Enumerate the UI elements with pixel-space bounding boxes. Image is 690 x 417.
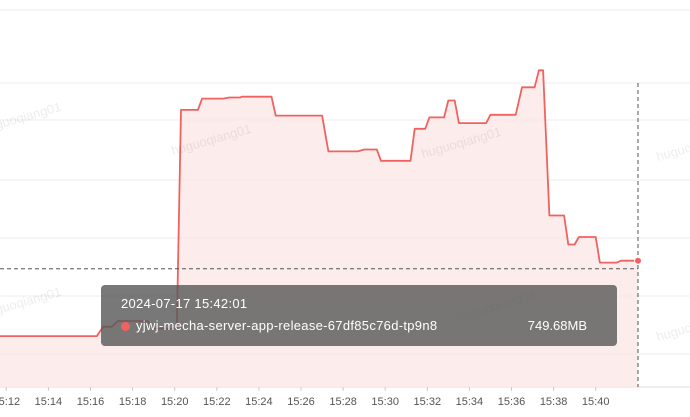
x-tick-label: 15:28 [329, 396, 357, 408]
x-tick-label: 15:12 [0, 396, 20, 408]
x-tick-label: 15:36 [498, 396, 526, 408]
x-tick-label: 15:24 [245, 396, 273, 408]
tooltip-series-name: yjwj-mecha-server-app-release-67df85c76d… [136, 318, 438, 333]
x-tick-label: 15:18 [119, 396, 147, 408]
x-axis: 15:12 15:14 15:16 15:18 15:20 15:22 15:24 15:26… [0, 387, 609, 408]
x-tick-label: 15:30 [371, 396, 399, 408]
x-tick-label: 15:34 [456, 396, 484, 408]
chart-crosshair [0, 83, 642, 387]
hovered-data-point [634, 256, 642, 265]
x-tick-label: 15:22 [203, 396, 231, 408]
series-color-dot-icon [121, 321, 130, 331]
x-tick-label: 15:26 [287, 396, 315, 408]
series-line [0, 69, 638, 337]
tooltip-series-row: yjwj-mecha-server-app-release-67df85c76d… [121, 317, 597, 335]
x-tick-label: 15:32 [414, 396, 442, 408]
x-tick-label: 15:40 [582, 396, 610, 408]
tooltip-series-value: 749.68MB [527, 318, 587, 333]
series-line-path [0, 69, 638, 337]
tooltip-timestamp: 2024-07-17 15:42:01 [121, 296, 248, 311]
chart-tooltip: 2024-07-17 15:42:01 yjwj-mecha-server-ap… [101, 285, 617, 346]
x-tick-label: 15:16 [77, 396, 105, 408]
x-tick-label: 15:14 [35, 396, 63, 408]
x-tick-label: 15:20 [161, 396, 189, 408]
x-tick-label: 15:38 [540, 396, 568, 408]
